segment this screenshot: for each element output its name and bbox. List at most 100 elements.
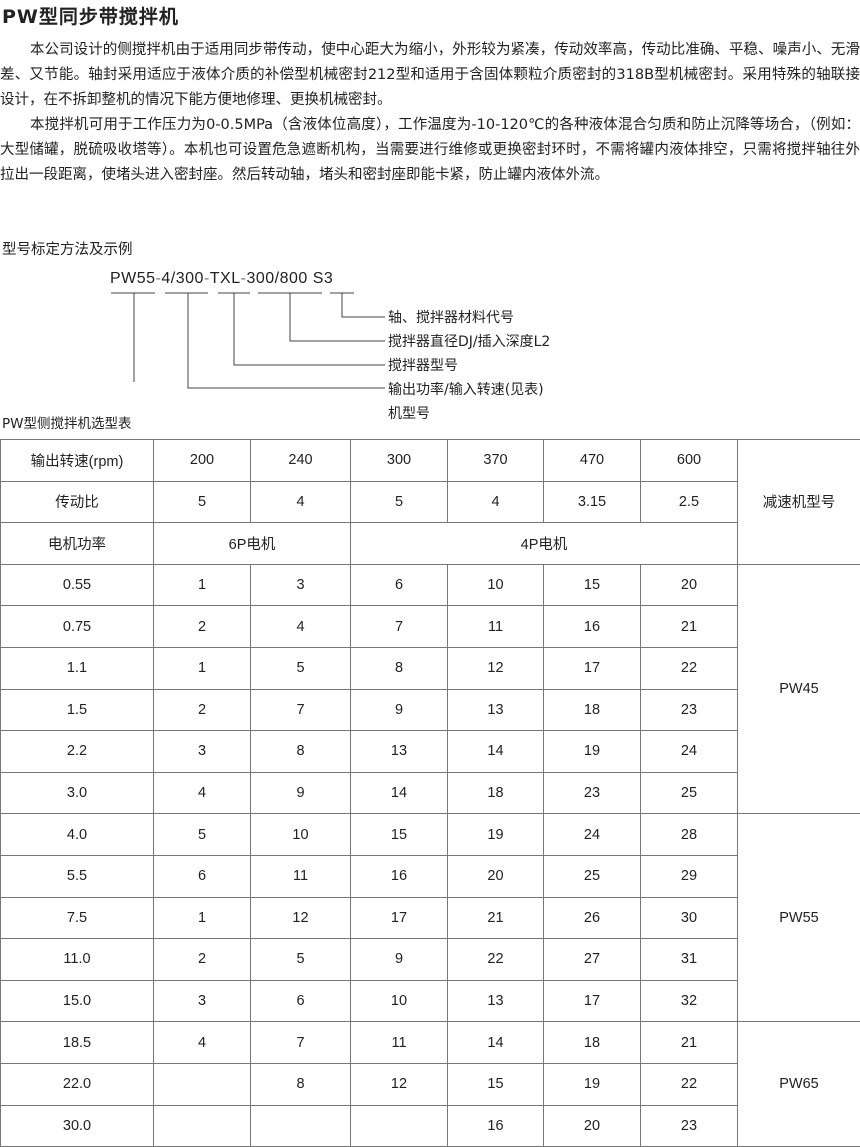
value-cell: 11 bbox=[351, 1022, 448, 1064]
value-cell bbox=[351, 1105, 448, 1147]
value-cell: 18 bbox=[544, 1022, 641, 1064]
selection-table: 输出转速(rpm) 200 240 300 370 470 600 减速机型号 … bbox=[0, 439, 860, 1147]
value-cell: 32 bbox=[641, 980, 738, 1022]
value-cell bbox=[251, 1105, 351, 1147]
value-cell: 13 bbox=[351, 731, 448, 773]
power-cell: 0.55 bbox=[1, 564, 154, 606]
ratio-cell: 2.5 bbox=[641, 481, 738, 523]
value-cell: 1 bbox=[154, 647, 251, 689]
value-cell: 7 bbox=[251, 689, 351, 731]
power-cell: 0.75 bbox=[1, 606, 154, 648]
value-cell: 13 bbox=[448, 689, 544, 731]
value-cell: 8 bbox=[251, 731, 351, 773]
value-cell: 25 bbox=[641, 772, 738, 814]
ratio-label: 传动比 bbox=[1, 481, 154, 523]
model-code: PW55-4/300-TXL-300/800 S3 bbox=[110, 270, 333, 288]
value-cell: 2 bbox=[154, 939, 251, 981]
power-cell: 7.5 bbox=[1, 897, 154, 939]
value-cell: 17 bbox=[544, 980, 641, 1022]
value-cell: 15 bbox=[544, 564, 641, 606]
power-cell: 11.0 bbox=[1, 939, 154, 981]
value-cell: 21 bbox=[641, 1022, 738, 1064]
value-cell: 20 bbox=[448, 855, 544, 897]
value-cell: 12 bbox=[251, 897, 351, 939]
value-cell: 12 bbox=[448, 647, 544, 689]
value-cell: 6 bbox=[351, 564, 448, 606]
value-cell: 17 bbox=[351, 897, 448, 939]
power-speed-label: 输出功率/输入转速(见表) bbox=[388, 379, 544, 399]
value-cell: 28 bbox=[641, 814, 738, 856]
value-cell: 8 bbox=[351, 647, 448, 689]
motor-6p: 6P电机 bbox=[154, 523, 351, 565]
power-cell: 1.5 bbox=[1, 689, 154, 731]
value-cell: 3 bbox=[154, 980, 251, 1022]
value-cell: 7 bbox=[351, 606, 448, 648]
impeller-size-label: 搅拌器直径DJ/插入深度L2 bbox=[388, 331, 550, 351]
value-cell: 14 bbox=[448, 731, 544, 773]
value-cell: 9 bbox=[351, 939, 448, 981]
usage-paragraph: 本搅拌机可用于工作压力为0-0.5MPa（含液体位高度），工作温度为-10-12… bbox=[0, 113, 860, 188]
model-code-diagram: PW55-4/300-TXL-300/800 S3 轴、搅拌器材料代号 搅拌器直… bbox=[0, 270, 860, 400]
value-cell: 16 bbox=[544, 606, 641, 648]
power-cell: 15.0 bbox=[1, 980, 154, 1022]
value-cell: 15 bbox=[448, 1063, 544, 1105]
value-cell: 14 bbox=[448, 1022, 544, 1064]
value-cell: 13 bbox=[448, 980, 544, 1022]
value-cell: 29 bbox=[641, 855, 738, 897]
value-cell: 15 bbox=[351, 814, 448, 856]
speed-cell: 600 bbox=[641, 440, 738, 482]
ratio-cell: 4 bbox=[448, 481, 544, 523]
value-cell: 23 bbox=[641, 1105, 738, 1147]
value-cell: 19 bbox=[544, 1063, 641, 1105]
power-label: 电机功率 bbox=[1, 523, 154, 565]
machine-model-label: 机型号 bbox=[388, 403, 430, 423]
value-cell: 20 bbox=[544, 1105, 641, 1147]
value-cell: 4 bbox=[154, 1022, 251, 1064]
reducer-header: 减速机型号 bbox=[738, 440, 860, 565]
speed-cell: 240 bbox=[251, 440, 351, 482]
value-cell: 22 bbox=[641, 1063, 738, 1105]
value-cell: 11 bbox=[251, 855, 351, 897]
value-cell: 24 bbox=[544, 814, 641, 856]
value-cell bbox=[154, 1063, 251, 1105]
speed-cell: 470 bbox=[544, 440, 641, 482]
ratio-cell: 5 bbox=[154, 481, 251, 523]
value-cell bbox=[154, 1105, 251, 1147]
value-cell: 22 bbox=[641, 647, 738, 689]
speed-cell: 200 bbox=[154, 440, 251, 482]
material-code-label: 轴、搅拌器材料代号 bbox=[388, 307, 514, 327]
value-cell: 9 bbox=[351, 689, 448, 731]
page-title: PW型同步带搅拌机 bbox=[2, 2, 179, 29]
value-cell: 6 bbox=[251, 980, 351, 1022]
value-cell: 31 bbox=[641, 939, 738, 981]
motor-row: 电机功率 6P电机 4P电机 bbox=[1, 523, 860, 565]
value-cell: 18 bbox=[544, 689, 641, 731]
value-cell: 8 bbox=[251, 1063, 351, 1105]
value-cell: 23 bbox=[544, 772, 641, 814]
motor-4p: 4P电机 bbox=[351, 523, 738, 565]
reducer-cell: PW65 bbox=[738, 1022, 860, 1147]
value-cell: 30 bbox=[641, 897, 738, 939]
power-cell: 22.0 bbox=[1, 1063, 154, 1105]
value-cell: 12 bbox=[351, 1063, 448, 1105]
value-cell: 9 bbox=[251, 772, 351, 814]
value-cell: 6 bbox=[154, 855, 251, 897]
power-cell: 30.0 bbox=[1, 1105, 154, 1147]
value-cell: 5 bbox=[251, 647, 351, 689]
power-cell: 3.0 bbox=[1, 772, 154, 814]
value-cell: 7 bbox=[251, 1022, 351, 1064]
value-cell: 11 bbox=[448, 606, 544, 648]
value-cell: 21 bbox=[641, 606, 738, 648]
value-cell: 16 bbox=[351, 855, 448, 897]
intro-paragraph: 本公司设计的侧搅拌机由于适用同步带传动，使中心距大为缩小，外形较为紧凑，传动效率… bbox=[0, 38, 860, 113]
value-cell: 19 bbox=[544, 731, 641, 773]
